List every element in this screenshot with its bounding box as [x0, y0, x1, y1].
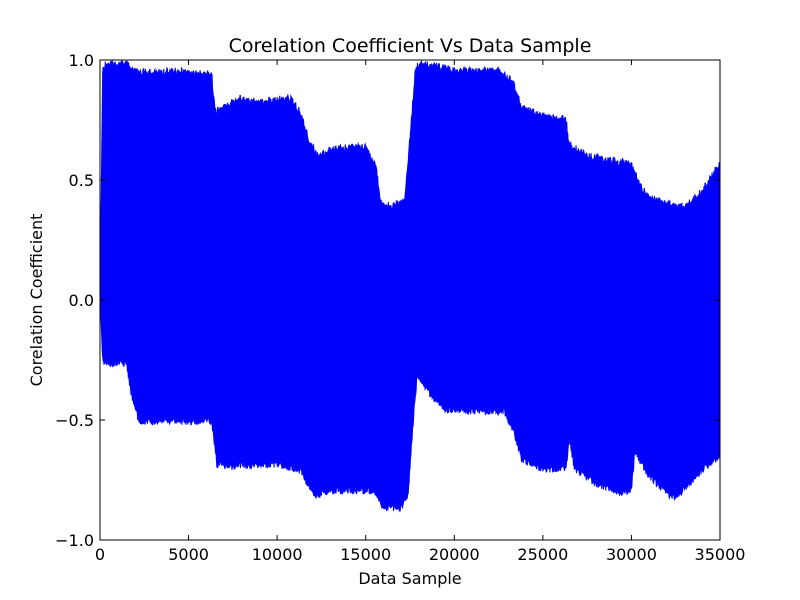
- x-tick-label-2: 10000: [252, 545, 303, 564]
- x-tick-label-6: 30000: [606, 545, 657, 564]
- x-tick-label-3: 15000: [340, 545, 391, 564]
- y-tick-label-2: 0.0: [69, 291, 94, 310]
- x-axis: 0 5000 10000 15000 20000 25000 30000 35000: [95, 60, 746, 564]
- y-tick-label-3: 0.5: [69, 171, 94, 190]
- x-axis-label: Data Sample: [358, 569, 461, 588]
- series-0-signal: [100, 60, 720, 513]
- y-tick-label-1: −0.5: [55, 411, 94, 430]
- y-tick-label-4: 1.0: [69, 51, 94, 70]
- y-axis-label: Corelation Coefficient: [27, 214, 46, 387]
- x-tick-label-1: 5000: [168, 545, 209, 564]
- plot-area: [100, 60, 720, 513]
- x-tick-label-7: 35000: [695, 545, 746, 564]
- chart-title: Corelation Coefficient Vs Data Sample: [229, 35, 592, 57]
- y-tick-label-0: −1.0: [55, 531, 94, 550]
- x-tick-label-4: 20000: [429, 545, 480, 564]
- x-tick-label-0: 0: [95, 545, 105, 564]
- y-axis: −1.0 −0.5 0.0 0.5 1.0: [55, 51, 720, 550]
- x-tick-label-5: 25000: [517, 545, 568, 564]
